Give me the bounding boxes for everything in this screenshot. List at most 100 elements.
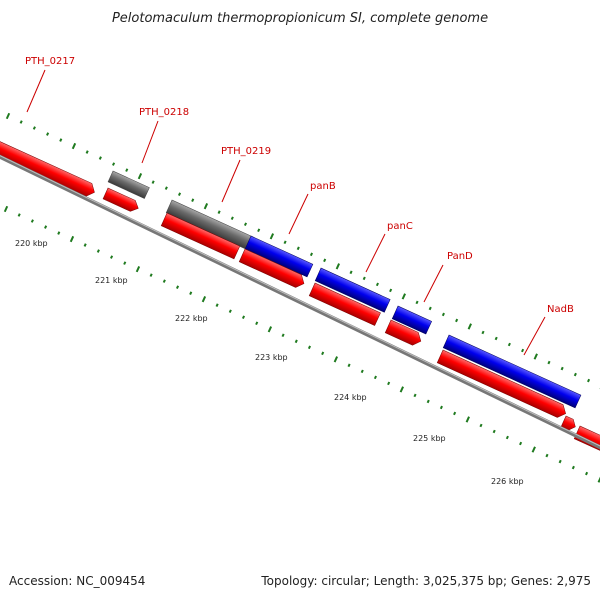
outer-tick [441, 312, 445, 317]
leader-PTH_0217 [26, 69, 46, 113]
outer-tick [547, 360, 551, 365]
inner-tick [215, 303, 219, 307]
genome-backbone [0, 154, 600, 450]
tick-label-222: 222 kbp [175, 314, 208, 323]
gene-label-PTH_0219: PTH_0219 [221, 146, 271, 157]
inner-tick [281, 333, 285, 338]
inner-tick [189, 291, 193, 295]
outer-tick [283, 240, 287, 245]
gene-PTH_0218-gray [107, 170, 150, 199]
outer-tick [85, 150, 89, 154]
outer-tick [389, 288, 393, 293]
inner-tick [321, 351, 325, 356]
inner-tick [57, 231, 61, 235]
inner-tick [228, 309, 232, 314]
leader-panD [423, 264, 444, 303]
outer-tick [191, 198, 195, 202]
outer-tick [467, 323, 472, 330]
gene-nadB-blue [442, 334, 582, 409]
inner-tick [373, 375, 377, 380]
outer-tick [296, 246, 300, 251]
inner-tick [96, 249, 100, 253]
outer-tick [243, 222, 248, 227]
cds-arrow-panB [238, 248, 305, 288]
tick-label-225: 225 kbp [413, 434, 446, 443]
tick-label-224: 224 kbp [334, 393, 367, 402]
outer-tick [32, 126, 36, 130]
feature-track-upper [107, 170, 582, 409]
inner-tick [545, 453, 549, 458]
inner-tick [360, 369, 364, 374]
inner-tick [413, 393, 417, 398]
inner-tick [453, 411, 457, 416]
inner-tick [333, 356, 339, 363]
inner-tick [519, 441, 523, 446]
outer-tick [533, 353, 538, 360]
map-title: Pelotomaculum thermopropionicum SI, comp… [112, 11, 488, 26]
outer-tick [455, 318, 459, 323]
tick-label-220: 220 kbp [15, 239, 48, 248]
outer-tick [5, 112, 11, 120]
outer-tick [481, 330, 485, 335]
tick-label-226: 226 kbp [491, 477, 524, 486]
leader-panB [288, 193, 309, 235]
inner-tick [123, 261, 127, 265]
inner-tick [399, 386, 404, 393]
inner-tick [571, 465, 575, 470]
gene-panC-blue [314, 267, 391, 313]
inner-tick [492, 429, 496, 434]
cds-arrow-PTH_0218 [102, 187, 139, 212]
inner-tick [69, 235, 75, 243]
inner-tick [162, 279, 166, 283]
inner-tick [135, 265, 141, 273]
inner-tick [267, 326, 273, 333]
outer-tick [507, 342, 511, 347]
leader-nadB [523, 316, 546, 356]
inner-tick [439, 405, 443, 410]
outer-tick [151, 180, 155, 184]
gene-panB-blue [244, 235, 314, 278]
inner-tick [241, 315, 246, 320]
outer-tick [46, 132, 50, 136]
outer-tick [521, 348, 525, 353]
tick-label-221: 221 kbp [95, 276, 128, 285]
outer-tick [19, 120, 23, 124]
cds-arrow-panD [384, 319, 422, 346]
outer-tick-ring [5, 112, 600, 390]
outer-tick [362, 276, 366, 281]
outer-tick [59, 138, 63, 142]
inner-tick [558, 459, 562, 464]
gene-label-texts: PTH_0217 PTH_0218 PTH_0219 panB panC Pan… [25, 56, 574, 315]
accession-label: Accession: NC_009454 [9, 574, 146, 588]
outer-tick [494, 336, 498, 341]
gene-label-PTH_0217: PTH_0217 [25, 56, 75, 67]
outer-tick [415, 300, 419, 305]
outer-tick [217, 210, 221, 214]
outer-tick [269, 233, 275, 240]
inner-tick [426, 399, 430, 404]
outer-tick [257, 228, 261, 233]
outer-tick [98, 156, 102, 160]
inner-tick [110, 255, 114, 259]
outer-tick [401, 293, 406, 300]
inner-tick [255, 321, 259, 326]
tick-labels: 220 kbp 221 kbp 222 kbp 223 kbp 224 kbp … [15, 239, 524, 486]
outer-tick [349, 270, 353, 275]
inner-tick [3, 205, 9, 213]
leader-PTH_0219 [221, 159, 241, 203]
inner-tick [201, 296, 207, 303]
gene-label-panD: PanD [447, 251, 473, 262]
outer-tick [177, 192, 182, 196]
tick-label-223: 223 kbp [255, 353, 288, 362]
inner-tick [175, 285, 180, 289]
cds-arrow-PTH_0219 [160, 212, 241, 260]
outer-tick [573, 372, 577, 377]
gene-labels [26, 69, 546, 356]
inner-tick [307, 345, 312, 350]
outer-tick [230, 216, 234, 221]
inner-tick [479, 423, 483, 428]
outer-tick [203, 203, 209, 210]
outer-tick [112, 162, 116, 166]
cds-arrow-PTH_0217 [0, 136, 95, 197]
